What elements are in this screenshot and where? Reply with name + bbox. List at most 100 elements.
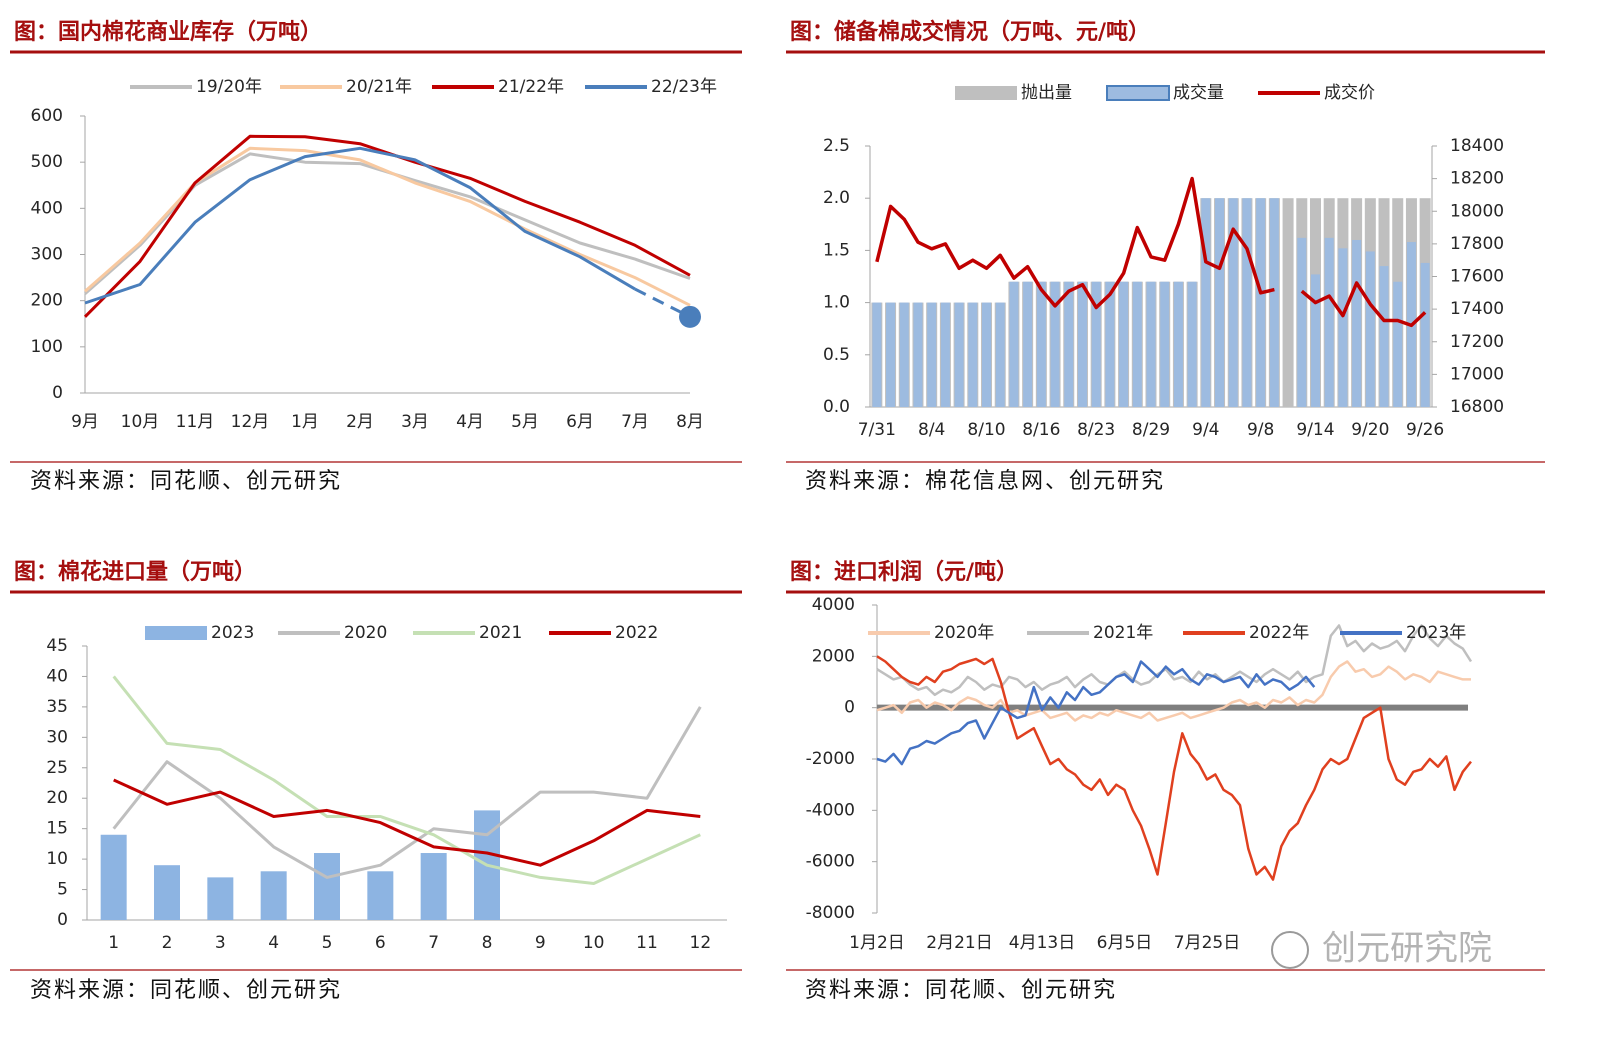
y-tick-label: 25 — [46, 758, 68, 778]
y-tick-label: 300 — [31, 245, 63, 265]
x-tick-label: 6月5日 — [1097, 933, 1153, 953]
bar — [1064, 281, 1074, 407]
bar — [1352, 239, 1362, 407]
bar — [1420, 262, 1430, 407]
y2-tick-label: 17200 — [1450, 332, 1504, 352]
chart: 0 100 200 300 400 500 600 9月 10月 11月 12月 1月 2月 3月 4月 5月… — [31, 77, 717, 432]
source-note: 资料来源：同花顺、创元研究 — [805, 978, 1117, 1003]
legend-label: 2022 — [615, 623, 658, 643]
legend-label: 2023 — [211, 623, 254, 643]
source-note: 资料来源：棉花信息网、创元研究 — [805, 469, 1165, 494]
legend-swatch — [145, 626, 207, 640]
y-tick-label: -8000 — [806, 903, 855, 923]
x-tick-label: 5 — [322, 933, 333, 953]
x-tick-label: 5月 — [511, 412, 539, 432]
chart: -8000 -6000 -4000 -2000 0 2000 4000 1月2日 2月21日 4月… — [806, 595, 1473, 953]
chart-title: 图：储备棉成交情况（万吨、元/吨） — [790, 19, 1150, 45]
bar — [872, 302, 882, 407]
legend-label: 2023年 — [1406, 623, 1466, 643]
series-line — [876, 655, 1472, 881]
y-tick-label: 2.5 — [823, 136, 850, 156]
x-tick-label: 9 — [535, 933, 546, 953]
y2-tick-label: 16800 — [1450, 397, 1504, 417]
bar — [1077, 281, 1087, 407]
legend-swatch — [1106, 85, 1170, 101]
y-tick-label: 10 — [46, 849, 68, 869]
series-line — [112, 675, 701, 885]
y-tick-label: 2.0 — [823, 188, 850, 208]
x-tick-label: 4月 — [456, 412, 484, 432]
bar — [940, 302, 950, 407]
bar — [1050, 281, 1060, 407]
bar — [1242, 198, 1252, 407]
y-tick-label: 15 — [46, 819, 68, 839]
bar — [899, 302, 909, 407]
series-line — [875, 176, 1427, 328]
series-line — [83, 134, 691, 318]
bar — [954, 302, 964, 407]
bar — [927, 302, 937, 407]
bar — [1256, 198, 1266, 407]
x-tick-label: 8 — [482, 933, 493, 953]
bar — [1173, 281, 1183, 407]
x-tick-label: 8/16 — [1022, 420, 1060, 440]
y-tick-label: 600 — [31, 106, 63, 126]
legend-label: 2021年 — [1093, 623, 1153, 643]
legend-label: 成交价 — [1324, 83, 1375, 103]
y2-tick-label: 17400 — [1450, 299, 1504, 319]
watermark: 创元研究院 — [1322, 929, 1492, 969]
x-tick-label: 4月13日 — [1009, 933, 1075, 953]
bar — [260, 871, 287, 920]
x-tick-label: 7月 — [621, 412, 649, 432]
point — [679, 305, 701, 328]
legend-label: 22/23年 — [651, 77, 717, 97]
legend-swatch — [955, 86, 1017, 100]
bar — [1132, 281, 1142, 407]
y-tick-label: 0 — [52, 383, 63, 403]
bar — [1160, 281, 1170, 407]
bar — [1009, 281, 1019, 407]
x-tick-label: 11月 — [176, 412, 215, 432]
y-tick-label: 4000 — [812, 595, 855, 615]
series-line — [84, 146, 636, 305]
x-tick-label: 1月 — [291, 412, 319, 432]
x-tick-label: 6月 — [566, 412, 594, 432]
x-tick-label: 12月 — [231, 412, 270, 432]
x-tick-label: 9月 — [71, 412, 99, 432]
x-tick-label: 1 — [108, 933, 119, 953]
bar — [995, 302, 1005, 407]
bar — [1201, 198, 1211, 407]
x-tick-label: 7 — [428, 933, 439, 953]
y-tick-label: 35 — [46, 697, 68, 717]
series-line — [876, 660, 1316, 766]
series-line — [876, 660, 1471, 722]
chart-title: 图：棉花进口量（万吨） — [14, 559, 256, 585]
x-tick-label: 6 — [375, 933, 386, 953]
legend-label: 抛出量 — [1021, 83, 1072, 103]
x-tick-label: 1月2日 — [849, 933, 905, 953]
x-tick-label: 9/8 — [1247, 420, 1274, 440]
y-tick-label: -4000 — [806, 800, 855, 820]
bar — [1023, 281, 1033, 407]
x-tick-label: 2月21日 — [926, 933, 992, 953]
y-tick-label: 400 — [31, 198, 63, 218]
legend-label: 2021 — [479, 623, 522, 643]
bar — [1324, 237, 1334, 407]
x-tick-label: 3月 — [401, 412, 429, 432]
x-tick-label: 9/4 — [1192, 420, 1219, 440]
x-tick-label: 8月 — [676, 412, 704, 432]
chart-title: 图：进口利润（元/吨） — [790, 559, 1018, 585]
legend-label: 19/20年 — [196, 77, 262, 97]
legend-label: 21/22年 — [498, 77, 564, 97]
bar — [1282, 198, 1294, 407]
y-tick-label: 0 — [57, 910, 68, 930]
bar — [1146, 281, 1156, 407]
x-tick-label: 8/29 — [1132, 420, 1170, 440]
x-tick-label: 11 — [636, 933, 658, 953]
x-tick-label: 4 — [268, 933, 279, 953]
x-tick-label: 2月 — [346, 412, 374, 432]
y-tick-label: 20 — [46, 788, 68, 808]
x-tick-label: 7月25日 — [1174, 933, 1240, 953]
bar — [1269, 198, 1279, 407]
